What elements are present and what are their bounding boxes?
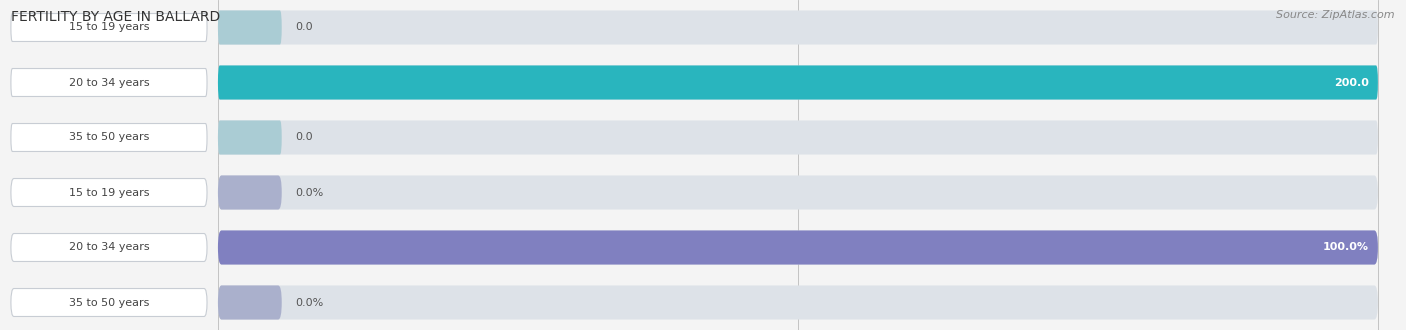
FancyBboxPatch shape — [218, 176, 1378, 210]
FancyBboxPatch shape — [11, 234, 207, 261]
Text: 15 to 19 years: 15 to 19 years — [69, 187, 149, 197]
FancyBboxPatch shape — [218, 230, 1378, 265]
FancyBboxPatch shape — [11, 179, 207, 207]
Text: FERTILITY BY AGE IN BALLARD: FERTILITY BY AGE IN BALLARD — [11, 10, 221, 24]
Text: 35 to 50 years: 35 to 50 years — [69, 298, 149, 308]
Text: 0.0: 0.0 — [295, 22, 314, 32]
Text: 0.0: 0.0 — [295, 133, 314, 143]
Text: 0.0%: 0.0% — [295, 298, 323, 308]
Text: 200.0: 200.0 — [1334, 78, 1368, 87]
Text: Source: ZipAtlas.com: Source: ZipAtlas.com — [1277, 10, 1395, 20]
Text: 0.0%: 0.0% — [295, 187, 323, 197]
Text: 15 to 19 years: 15 to 19 years — [69, 22, 149, 32]
Text: 100.0%: 100.0% — [1323, 243, 1368, 252]
FancyBboxPatch shape — [218, 120, 1378, 154]
FancyBboxPatch shape — [218, 230, 1378, 265]
FancyBboxPatch shape — [218, 65, 1378, 100]
FancyBboxPatch shape — [218, 11, 281, 45]
FancyBboxPatch shape — [11, 14, 207, 42]
FancyBboxPatch shape — [218, 285, 281, 319]
FancyBboxPatch shape — [218, 285, 1378, 319]
Text: 35 to 50 years: 35 to 50 years — [69, 133, 149, 143]
FancyBboxPatch shape — [218, 120, 281, 154]
FancyBboxPatch shape — [218, 65, 1378, 100]
FancyBboxPatch shape — [11, 123, 207, 151]
FancyBboxPatch shape — [218, 11, 1378, 45]
Text: 20 to 34 years: 20 to 34 years — [69, 78, 149, 87]
FancyBboxPatch shape — [11, 69, 207, 96]
Text: 20 to 34 years: 20 to 34 years — [69, 243, 149, 252]
FancyBboxPatch shape — [11, 288, 207, 316]
FancyBboxPatch shape — [218, 176, 281, 210]
